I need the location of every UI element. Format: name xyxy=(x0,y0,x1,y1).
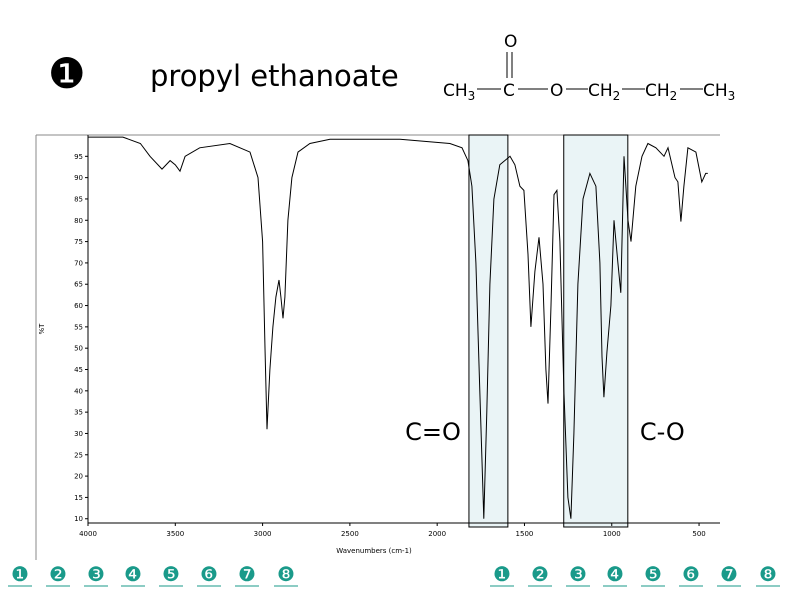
y-tick-label: 70 xyxy=(74,259,83,267)
atom-text: CH xyxy=(443,81,468,101)
atom-group: C xyxy=(503,81,515,101)
nav-button[interactable]: ❸ xyxy=(569,562,587,586)
slide-number: ❶ xyxy=(48,49,86,98)
highlight-region xyxy=(468,134,509,528)
nav-button[interactable]: ❺ xyxy=(162,562,180,586)
y-tick-label: 50 xyxy=(74,345,83,353)
y-tick-label: 55 xyxy=(74,323,83,331)
nav-button[interactable]: ❽ xyxy=(759,562,777,586)
atom-text: CH xyxy=(703,81,728,101)
atom-group: CH3 xyxy=(443,81,475,103)
nav-button[interactable]: ❺ xyxy=(644,562,662,586)
x-tick-label: 4000 xyxy=(79,530,97,538)
nav-button[interactable]: ❻ xyxy=(200,562,218,586)
carbonyl-oxygen: O xyxy=(504,32,517,52)
atom-text: C xyxy=(503,81,515,101)
molecule: O CH3 C O CH2 CH2 CH3 xyxy=(443,32,735,103)
y-tick-label: 95 xyxy=(74,153,83,161)
atom-group: CH3 xyxy=(703,81,735,103)
y-tick-label: 30 xyxy=(74,430,83,438)
y-tick-label: 75 xyxy=(74,238,83,246)
atom-text: CH xyxy=(645,81,670,101)
subscript: 3 xyxy=(728,89,736,103)
subscript: 2 xyxy=(613,89,621,103)
x-tick-label: 1500 xyxy=(516,530,534,538)
atom-group: O xyxy=(550,81,563,101)
y-tick-label: 20 xyxy=(74,473,83,481)
y-tick-label: 45 xyxy=(74,366,83,374)
nav-button[interactable]: ❹ xyxy=(606,562,624,586)
atom-text: O xyxy=(550,81,563,101)
nav-button[interactable]: ❻ xyxy=(682,562,700,586)
x-tick-label: 2000 xyxy=(428,530,446,538)
nav-button[interactable]: ❶ xyxy=(493,562,511,586)
x-tick-label: 3500 xyxy=(166,530,184,538)
y-tick-label: 40 xyxy=(74,387,83,395)
nav-button[interactable]: ❸ xyxy=(87,562,105,586)
x-tick-label: 500 xyxy=(692,530,705,538)
atom-group: CH2 xyxy=(645,81,677,103)
nav-button[interactable]: ❼ xyxy=(720,562,738,586)
y-tick-label: 85 xyxy=(74,195,83,203)
highlight-region xyxy=(563,134,629,528)
y-tick-label: 90 xyxy=(74,174,83,182)
x-tick-label: 2500 xyxy=(341,530,359,538)
nav-button[interactable]: ❽ xyxy=(277,562,295,586)
x-axis-label: Wavenumbers (cm-1) xyxy=(336,547,412,555)
nav-button[interactable]: ❷ xyxy=(49,562,67,586)
x-tick-label: 1000 xyxy=(603,530,621,538)
x-tick-label: 3000 xyxy=(254,530,272,538)
y-tick-label: 15 xyxy=(74,494,83,502)
y-tick-label: 35 xyxy=(74,409,83,417)
y-tick-label: 65 xyxy=(74,281,83,289)
nav-button[interactable]: ❼ xyxy=(238,562,256,586)
y-tick-label: 10 xyxy=(74,515,83,523)
nav-button[interactable]: ❶ xyxy=(11,562,29,586)
y-tick-label: 80 xyxy=(74,217,83,225)
nav-button[interactable]: ❹ xyxy=(124,562,142,586)
y-axis-label: %T xyxy=(38,323,46,335)
subscript: 3 xyxy=(468,89,476,103)
atom-group: CH2 xyxy=(588,81,620,103)
region-label: C-O xyxy=(640,418,685,446)
spectrum-line xyxy=(88,136,708,519)
y-tick-label: 60 xyxy=(74,302,83,310)
y-tick-label: 25 xyxy=(74,451,83,459)
subscript: 2 xyxy=(670,89,678,103)
atom-text: CH xyxy=(588,81,613,101)
region-label: C=O xyxy=(405,418,461,446)
nav-button[interactable]: ❷ xyxy=(531,562,549,586)
slide-title: propyl ethanoate xyxy=(150,59,399,93)
